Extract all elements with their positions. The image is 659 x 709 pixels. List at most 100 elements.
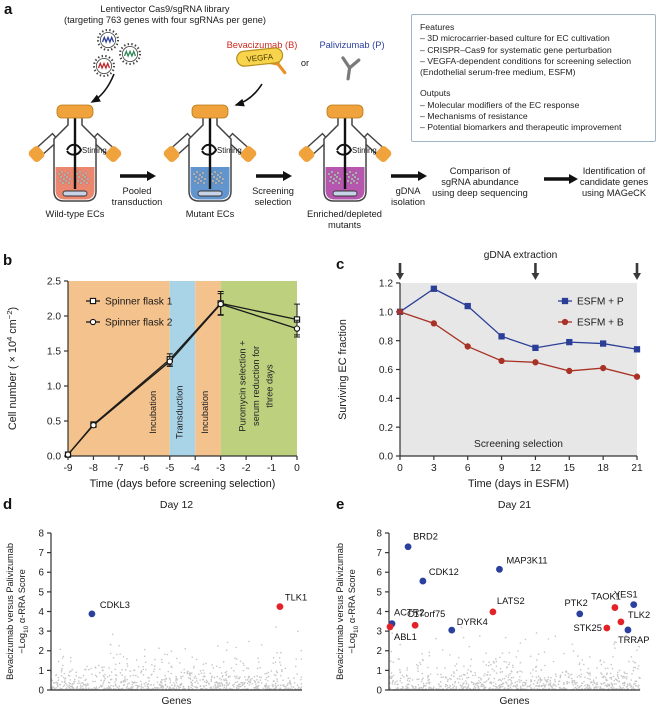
svg-text:3: 3 [39, 627, 45, 638]
svg-text:12: 12 [530, 463, 542, 474]
svg-text:Bevacizumab versus Palivizumab: Bevacizumab versus Palivizumab [335, 543, 345, 680]
svg-text:Stirring: Stirring [352, 146, 377, 155]
flow-line: Identification of [582, 166, 646, 176]
gene-point-DYRK4 [448, 626, 456, 634]
series-spinner-flask-2 [64, 293, 301, 458]
stir-swirl-icon [201, 143, 218, 156]
step-screening-selection: Screening selection [238, 186, 308, 208]
svg-text:2.0: 2.0 [47, 312, 61, 323]
svg-text:-4: -4 [191, 463, 200, 474]
features-outputs-box: Features – 3D microcarrier-based culture… [411, 14, 656, 142]
svg-text:4: 4 [377, 607, 383, 618]
svg-text:Incubation: Incubation [148, 391, 158, 434]
phase-region: Puromycin selection + serum reduction for… [220, 281, 297, 456]
svg-text:15: 15 [564, 463, 576, 474]
svg-text:1.5: 1.5 [47, 347, 61, 358]
svg-text:0.0: 0.0 [47, 452, 61, 463]
gene-point-TAOK1 [611, 604, 619, 611]
features-list: – 3D microcarrier-based culture for EC c… [420, 33, 647, 78]
chart-c-surviving-fraction: Screening selection 0 3 6 9 12 15 18 21 0.0 0.2 0.4… [337, 250, 643, 490]
svg-text:BRD2: BRD2 [413, 532, 438, 542]
svg-text:-5: -5 [165, 463, 174, 474]
gene-point-TLK2 [617, 618, 625, 626]
bevacizumab-label: Bevacizumab (B) [226, 40, 298, 50]
svg-text:2.5: 2.5 [47, 277, 61, 288]
svg-text:LATS2: LATS2 [497, 596, 525, 606]
svg-text:TAOK1: TAOK1 [591, 592, 621, 602]
gdna-extraction-annotation: gDNA extraction [396, 250, 641, 280]
panel-a-schematic: VEGFA Stirring Stirring Stirring [28, 28, 578, 202]
svg-text:21: 21 [631, 463, 643, 474]
spinner-flask: Stirring [298, 104, 392, 202]
flow-line: using MAGeCK [581, 188, 647, 198]
svg-text:0: 0 [294, 463, 300, 474]
svg-text:7: 7 [39, 548, 44, 559]
flow-arrow [256, 171, 292, 181]
svg-text:Spinner flask 2: Spinner flask 2 [105, 318, 173, 329]
svg-text:ACTR2: ACTR2 [394, 608, 424, 618]
background-genes [388, 626, 641, 691]
svg-text:-8: -8 [89, 463, 98, 474]
lentivirus-icon [96, 28, 120, 52]
svg-text:Time (days in ESFM): Time (days in ESFM) [468, 478, 569, 490]
panel-d-letter: d [3, 496, 13, 513]
svg-text:−Log10 α-RRA Score: −Log10 α-RRA Score [347, 569, 360, 653]
box-item: (Endothelial serum-free medium, ESFM) [420, 67, 576, 78]
svg-text:0.4: 0.4 [379, 394, 393, 405]
flow-line: using deep sequencing [432, 188, 528, 198]
axes: -9 -8 -7 -6 -5 -4 -3 -2 -1 0 0.0 0.5 1.0 1.5 2.0 2.5 [47, 277, 300, 474]
features-title: Features [420, 22, 455, 32]
panel-a-letter: a [4, 1, 13, 18]
legend: ESFM + P ESFM + B [558, 297, 624, 329]
svg-text:Screening selection: Screening selection [474, 439, 563, 450]
series-esfm-b [396, 308, 641, 380]
svg-text:CDKL3: CDKL3 [100, 600, 130, 610]
flask-label-mutant: Mutant ECs [185, 209, 235, 219]
svg-text:0.6: 0.6 [379, 365, 393, 376]
svg-text:6: 6 [377, 568, 383, 579]
flow-arrow [544, 174, 578, 184]
chart-b-cell-number: Incubation Transduction Incubation Puromyci… [5, 277, 301, 490]
spinner-flask: Stirring [163, 104, 257, 202]
svg-text:2: 2 [39, 646, 44, 657]
arrow-drug-to-flask [234, 83, 263, 107]
flask-label-wildtype: Wild-type ECs [45, 209, 105, 219]
svg-text:4: 4 [39, 607, 45, 618]
svg-text:1.0: 1.0 [47, 382, 61, 393]
box-item: – Molecular modifiers of the EC response [420, 99, 580, 110]
gene-point-CDK12 [419, 577, 427, 585]
svg-text:TLK2: TLK2 [628, 610, 650, 620]
stir-swirl-icon [66, 143, 83, 156]
gene-point-YES1 [630, 601, 638, 609]
svg-text:Stirring: Stirring [217, 146, 242, 155]
svg-text:serum reduction for: serum reduction for [251, 346, 261, 426]
svg-text:Cell number ( × 104 cm−2): Cell number ( × 104 cm−2) [5, 307, 19, 430]
flask-label-enriched: Enriched/depleted mutants [307, 209, 382, 230]
step-label-line: gDNA [395, 186, 421, 196]
library-title: Lentivector Cas9/sgRNA library (targetin… [35, 4, 295, 26]
gene-point-BRD2 [404, 543, 412, 551]
box-item: – VEGFA-dependent conditions for screeni… [420, 55, 632, 66]
flow-arrow [120, 171, 156, 181]
gene-point-C17orf75 [411, 621, 419, 629]
flow-line: sgRNA abundance [441, 177, 519, 187]
svg-text:0.8: 0.8 [379, 336, 393, 347]
step-label-line: Pooled [122, 186, 152, 196]
library-title-line2: (targeting 763 genes with four sgRNAs pe… [63, 15, 267, 25]
svg-text:ESFM + P: ESFM + P [577, 297, 624, 308]
plot-background [400, 283, 637, 456]
axes: 0 3 6 9 12 15 18 21 0.0 0.2 0.4 0.6 0.8 1.0 1.2 [379, 279, 643, 474]
svg-text:MAP3K11: MAP3K11 [506, 555, 547, 565]
gene-point-PTK2 [576, 610, 584, 618]
box-item: – Potential biomarkers and therapeutic i… [420, 122, 622, 133]
svg-text:Surviving EC fraction: Surviving EC fraction [337, 319, 349, 420]
svg-text:3: 3 [431, 463, 437, 474]
flow-comparison: Comparison of sgRNA abundance using deep… [420, 166, 540, 199]
svg-text:DYRK4: DYRK4 [457, 617, 488, 627]
labeled-genes: CDKL3 TLK1 [88, 593, 307, 618]
labeled-genes: BRD2 CDK12 MAP3K11 ACTR2 ABL1 C17orf75 DYRK4 LA… [386, 532, 650, 645]
svg-text:-7: -7 [114, 463, 123, 474]
or-label: or [300, 58, 310, 68]
svg-text:STK25: STK25 [573, 623, 601, 633]
svg-text:3: 3 [377, 627, 383, 638]
